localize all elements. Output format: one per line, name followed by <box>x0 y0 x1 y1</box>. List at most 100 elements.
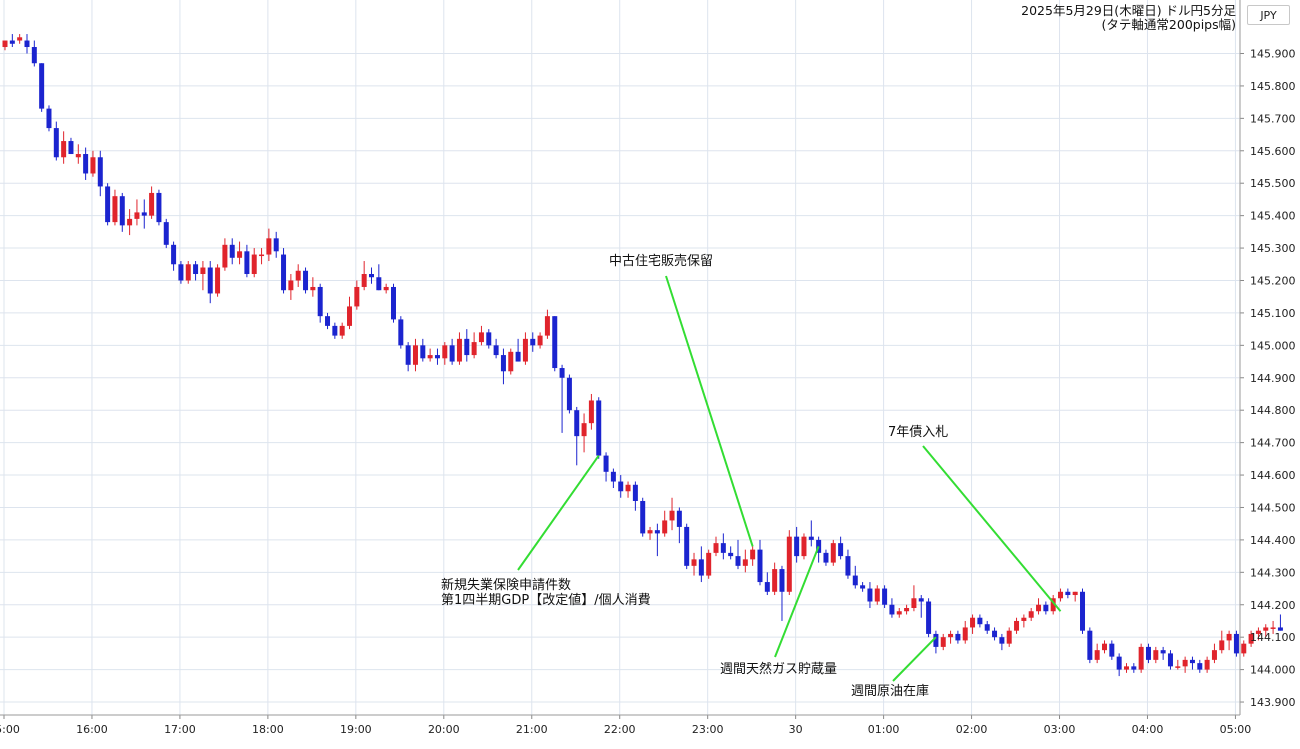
candle-body <box>1248 633 1254 644</box>
candle-up <box>149 186 155 219</box>
candle-body <box>1270 627 1276 629</box>
candle-down <box>273 231 279 258</box>
candle-body <box>1160 650 1166 654</box>
x-tick-label: 04:00 <box>1132 723 1164 736</box>
candle-down <box>816 536 822 563</box>
candle-body <box>896 611 902 615</box>
candle-up <box>962 620 968 644</box>
candle-body <box>1131 666 1137 670</box>
candle-body <box>200 267 206 275</box>
candle-down <box>156 189 162 226</box>
candle-up <box>1006 627 1012 647</box>
candle-body <box>992 630 998 638</box>
candle-body <box>1006 630 1012 644</box>
y-tick-label: 144.300 <box>1250 566 1296 579</box>
candle-body <box>530 338 536 346</box>
candle-body <box>339 325 345 336</box>
candle-up <box>896 607 902 618</box>
x-tick-label: 01:00 <box>868 723 900 736</box>
candle-down <box>838 536 844 560</box>
y-tick-label: 144.900 <box>1250 372 1296 385</box>
candle-body <box>1241 643 1247 654</box>
y-tick-label: 144.700 <box>1250 437 1296 450</box>
candle-body <box>742 559 748 566</box>
candle-body <box>669 510 675 521</box>
candle-down <box>603 452 609 482</box>
candle-down <box>1197 659 1203 673</box>
candle-up <box>904 604 910 615</box>
candle-body <box>295 270 301 281</box>
candle-down <box>610 468 616 489</box>
candle-down <box>1167 650 1173 670</box>
candle-down <box>735 539 741 570</box>
candle-body <box>46 108 52 129</box>
candle-body <box>61 141 67 158</box>
candle-body <box>412 345 418 365</box>
candle-up <box>1050 595 1056 615</box>
y-tick-label: 145.400 <box>1250 210 1296 223</box>
candle-up <box>427 348 433 362</box>
currency-button[interactable]: JPY <box>1247 5 1290 25</box>
candle-body <box>962 627 968 641</box>
x-tick-label: 30 <box>789 723 803 736</box>
candle-up <box>1241 640 1247 657</box>
candle-down <box>977 614 983 628</box>
y-tick-label: 143.900 <box>1250 696 1296 709</box>
candle-down <box>779 565 785 621</box>
candle-body <box>904 607 910 612</box>
candle-body <box>464 338 470 356</box>
candle-down <box>1145 643 1151 664</box>
y-tick-label: 145.200 <box>1250 274 1296 287</box>
candle-body <box>1145 646 1151 660</box>
candle-down <box>1233 630 1239 657</box>
candle-down <box>281 248 287 294</box>
candle-down <box>720 533 726 560</box>
candle-down <box>9 34 15 48</box>
candle-down <box>420 338 426 362</box>
candle-down <box>24 34 30 54</box>
candle-up <box>112 189 118 226</box>
candle-down <box>845 549 851 579</box>
candle-up <box>801 533 807 560</box>
candle-down <box>369 267 374 284</box>
x-tick-label: 19:00 <box>340 723 372 736</box>
candle-body <box>618 481 624 492</box>
candle-up <box>478 325 484 346</box>
x-tick-label: 03:00 <box>1044 723 1076 736</box>
candle-up <box>127 209 133 236</box>
candle-body <box>361 274 367 287</box>
candle-down <box>193 261 199 281</box>
candle-body <box>999 637 1005 644</box>
candle-down <box>163 218 169 249</box>
candle-body <box>970 617 976 628</box>
candle-body <box>310 286 316 291</box>
candle-up <box>134 199 140 226</box>
candle-down <box>882 585 888 608</box>
candle-body <box>1021 617 1027 621</box>
candle-down <box>559 364 565 433</box>
candle-up <box>259 248 265 265</box>
candle-body <box>24 40 30 48</box>
candle-down <box>1109 640 1115 660</box>
candle-down <box>1131 663 1137 673</box>
candle-up <box>222 238 228 271</box>
candle-up <box>1058 588 1064 602</box>
candle-body <box>691 559 697 566</box>
candle-body <box>940 637 946 647</box>
candle-body <box>207 267 213 294</box>
candle-up <box>61 131 67 164</box>
candle-down <box>493 338 499 359</box>
candle-body <box>625 484 631 492</box>
candle-body <box>244 251 250 275</box>
candle-down <box>1087 627 1093 664</box>
candle-up <box>786 530 792 596</box>
candle-up <box>1255 627 1261 641</box>
candle-body <box>889 604 895 615</box>
candle-body <box>933 633 939 647</box>
candle-body <box>398 319 404 346</box>
candle-down <box>31 40 37 67</box>
annotation-label: 週間天然ガス貯蔵量 <box>720 661 837 677</box>
candle-up <box>251 248 257 278</box>
